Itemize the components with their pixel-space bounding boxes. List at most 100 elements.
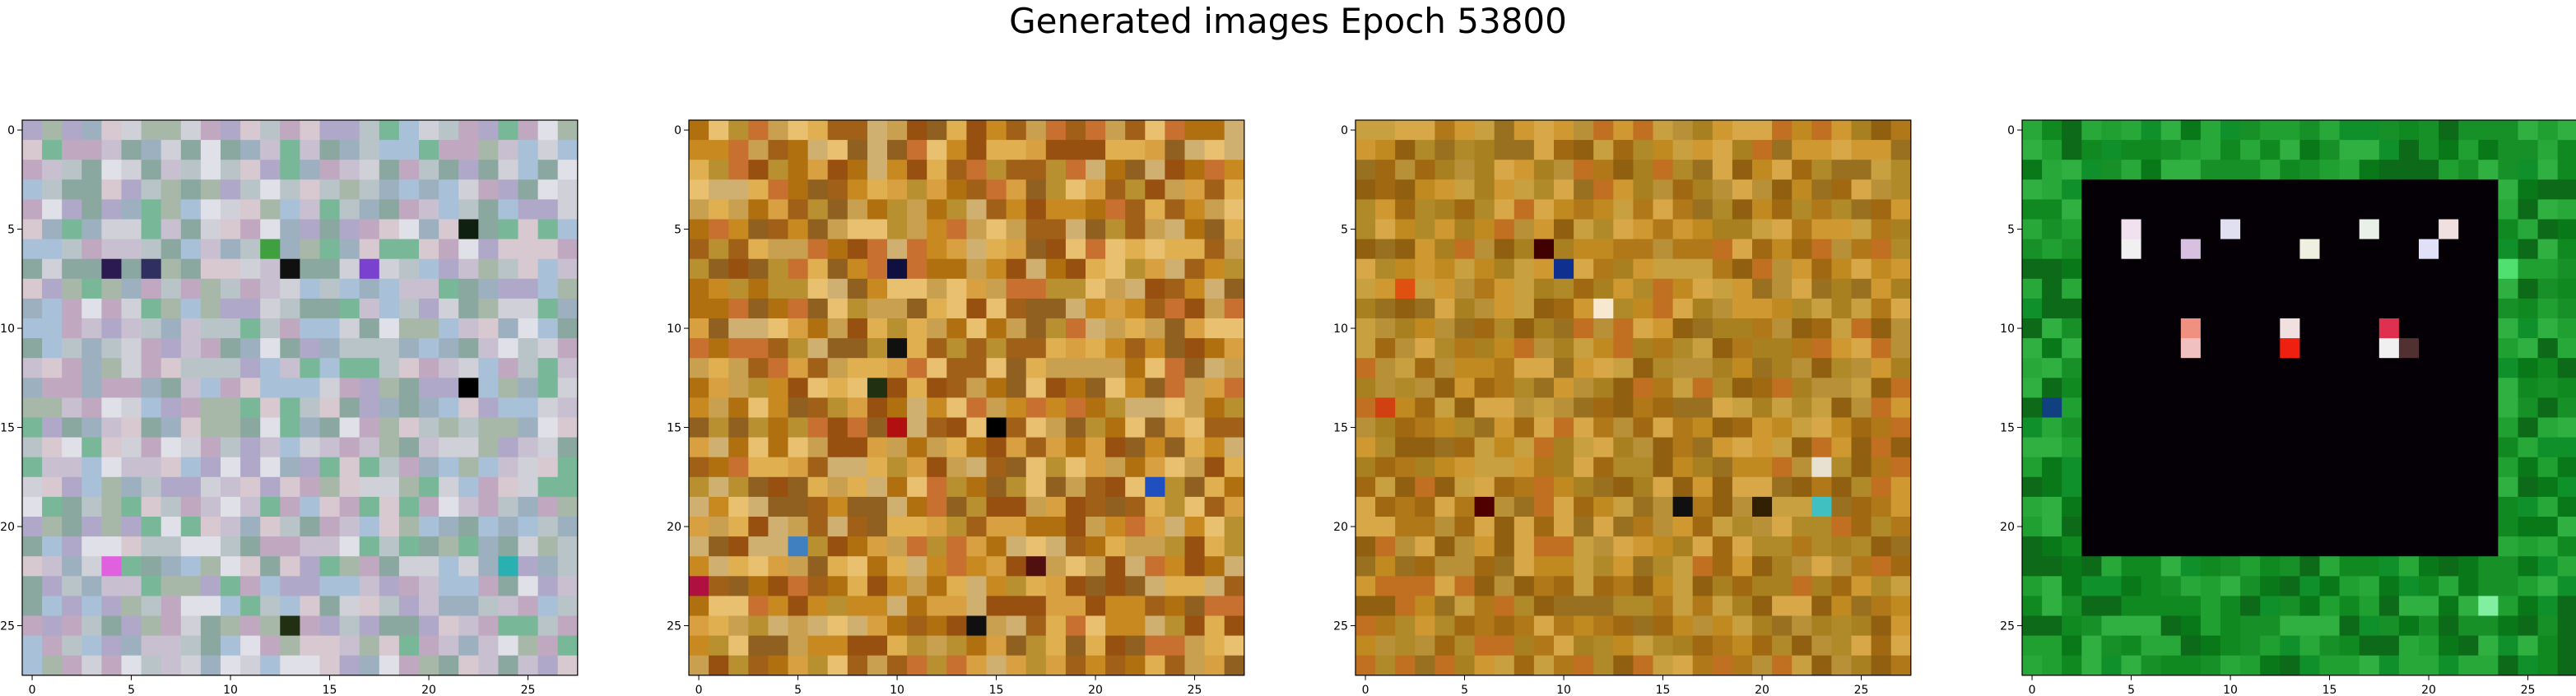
- pixel-cell: [359, 120, 380, 141]
- pixel-cell: [81, 199, 102, 220]
- pixel-cell: [1811, 635, 1832, 657]
- pixel-cell: [1165, 278, 1186, 299]
- pixel-cell: [537, 378, 559, 398]
- pixel-cell: [748, 397, 769, 419]
- pixel-cell: [1065, 437, 1086, 458]
- y-tick-label: 10: [667, 322, 681, 336]
- pixel-cell: [1204, 199, 1225, 220]
- pixel-cell: [2518, 476, 2539, 498]
- pixel-cell: [1890, 219, 1912, 240]
- pixel-cell: [141, 298, 162, 319]
- pixel-cell: [101, 140, 123, 160]
- pixel-cell: [986, 378, 1007, 398]
- pixel-cell: [1086, 655, 1106, 676]
- pixel-cell: [221, 417, 241, 438]
- pixel-cell: [1165, 457, 1186, 478]
- pixel-cell: [907, 517, 928, 537]
- pixel-cell: [1593, 457, 1614, 478]
- pixel-cell: [748, 239, 769, 260]
- pixel-cell: [1732, 298, 1753, 319]
- pixel-cell: [1454, 258, 1476, 280]
- pixel-cell: [478, 655, 499, 676]
- pixel-cell: [2260, 160, 2281, 180]
- pixel-cell: [1811, 258, 1832, 280]
- pixel-cell: [1395, 635, 1416, 657]
- pixel-cell: [339, 437, 360, 458]
- pixel-cell: [2439, 635, 2459, 657]
- pixel-cell: [2557, 655, 2576, 676]
- pixel-cell: [359, 140, 380, 160]
- pixel-cell: [1752, 258, 1773, 280]
- pixel-cell: [1355, 338, 1376, 359]
- pixel-cell: [1653, 160, 1674, 180]
- pixel-cell: [1851, 596, 1872, 617]
- pixel-cell: [2062, 278, 2082, 299]
- pixel-cell: [2498, 219, 2519, 240]
- pixel-cell: [1871, 318, 1892, 339]
- pixel-cell: [1574, 517, 1594, 537]
- pixel-cell: [319, 635, 341, 657]
- pixel-cell: [1204, 298, 1225, 319]
- pixel-cell: [379, 635, 400, 657]
- pixel-cell: [339, 655, 360, 676]
- pixel-cell: [1184, 239, 1206, 260]
- pixel-cell: [986, 258, 1007, 280]
- pixel-cell: [1554, 615, 1574, 637]
- pixel-cell: [2081, 318, 2102, 339]
- pixel-cell: [709, 358, 729, 378]
- pixel-cell: [1086, 199, 1106, 220]
- pixel-cell: [518, 536, 539, 557]
- pixel-cell: [807, 556, 829, 577]
- pixel-cell: [847, 338, 868, 359]
- pixel-cell: [518, 476, 539, 498]
- pixel-cell: [1653, 417, 1674, 438]
- pixel-cell: [2299, 219, 2321, 240]
- pixel-cell: [748, 596, 769, 617]
- pixel-cell: [1653, 596, 1674, 617]
- pixel-cell: [398, 457, 420, 478]
- pixel-cell: [1454, 358, 1476, 378]
- pixel-cell: [498, 179, 519, 200]
- pixel-cell: [2557, 496, 2576, 517]
- pixel-cell: [1732, 596, 1753, 617]
- pixel-cell: [867, 397, 888, 419]
- pixel-cell: [927, 655, 947, 676]
- y-tick-label: 20: [2000, 521, 2015, 534]
- pixel-cell: [1792, 140, 1812, 160]
- pixel-cell: [1494, 576, 1515, 596]
- pixel-cell: [1732, 358, 1753, 378]
- pixel-cell: [2200, 278, 2221, 299]
- pixel-cell: [22, 160, 43, 180]
- pixel-cell: [2022, 437, 2043, 458]
- pixel-cell: [42, 160, 63, 180]
- pixel-cell: [379, 239, 400, 260]
- pixel-cell: [81, 318, 102, 339]
- pixel-cell: [1474, 160, 1495, 180]
- pixel-cell: [200, 298, 221, 319]
- pixel-cell: [927, 219, 947, 240]
- pixel-cell: [2160, 298, 2182, 319]
- pixel-cell: [1006, 298, 1027, 319]
- pixel-cell: [419, 615, 439, 637]
- pixel-cell: [2160, 655, 2182, 676]
- pixel-cell: [22, 437, 43, 458]
- pixel-cell: [2518, 556, 2539, 577]
- pixel-cell: [537, 199, 559, 220]
- pixel-cell: [2478, 239, 2499, 260]
- pixel-cell: [2180, 358, 2202, 378]
- pixel-cell: [2101, 160, 2123, 180]
- pixel-cell: [1025, 635, 1047, 657]
- pixel-cell: [986, 140, 1007, 160]
- pixel-cell: [927, 615, 947, 637]
- pixel-cell: [1554, 417, 1574, 438]
- pixel-cell: [1025, 496, 1047, 517]
- pixel-cell: [2299, 378, 2321, 398]
- pixel-cell: [300, 576, 321, 596]
- pixel-cell: [439, 635, 459, 657]
- pixel-cell: [518, 239, 539, 260]
- pixel-cell: [339, 358, 360, 378]
- pixel-cell: [1851, 140, 1872, 160]
- pixel-cell: [1514, 358, 1535, 378]
- pixel-cell: [81, 219, 102, 240]
- pixel-cell: [1105, 140, 1126, 160]
